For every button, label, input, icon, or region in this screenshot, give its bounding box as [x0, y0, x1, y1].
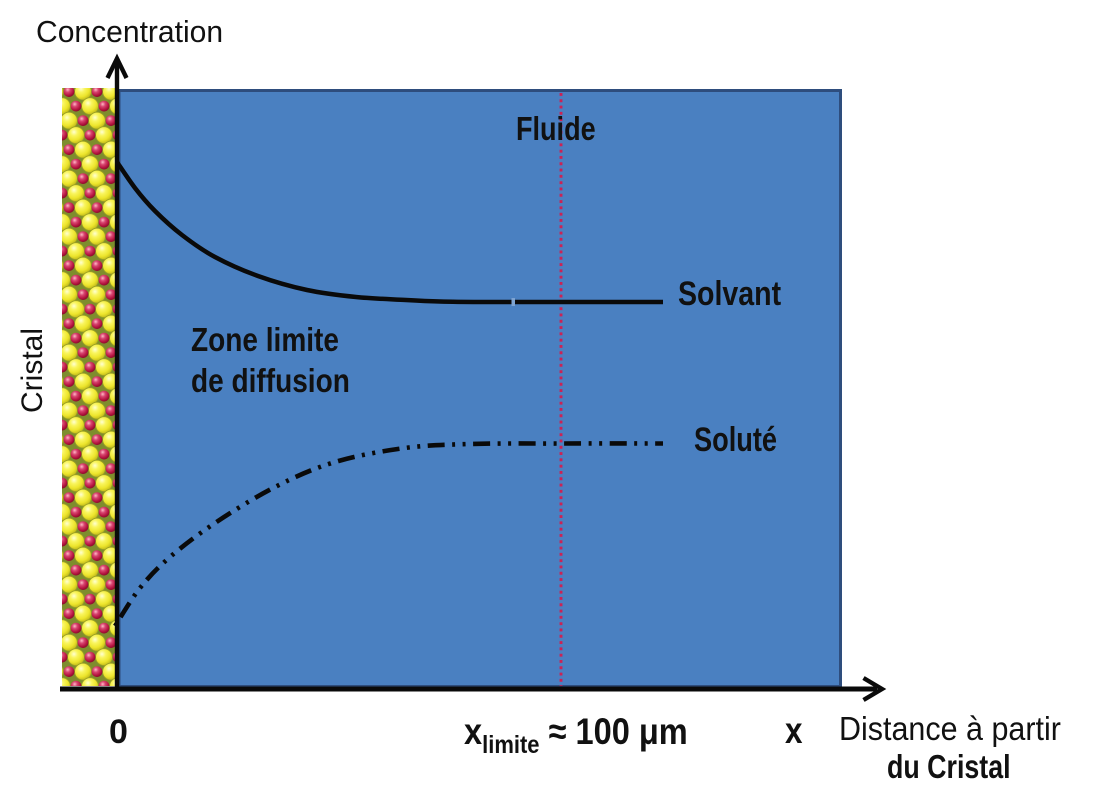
- svg-text:xlimite ≈ 100 μm: xlimite ≈ 100 μm: [464, 711, 688, 758]
- svg-text:Distance à partir: Distance à partir: [839, 710, 1061, 748]
- svg-text:Cristal: Cristal: [16, 328, 49, 413]
- svg-text:du Cristal: du Cristal: [887, 749, 1011, 785]
- svg-text:Solvant: Solvant: [678, 275, 782, 313]
- svg-text:Zone limite: Zone limite: [191, 322, 339, 359]
- svg-text:Concentration: Concentration: [36, 15, 223, 50]
- svg-text:Soluté: Soluté: [694, 420, 777, 459]
- svg-text:de diffusion: de diffusion: [191, 363, 350, 400]
- svg-text:0: 0: [109, 713, 128, 751]
- svg-text:Fluide: Fluide: [516, 112, 596, 148]
- svg-text:x: x: [785, 711, 802, 752]
